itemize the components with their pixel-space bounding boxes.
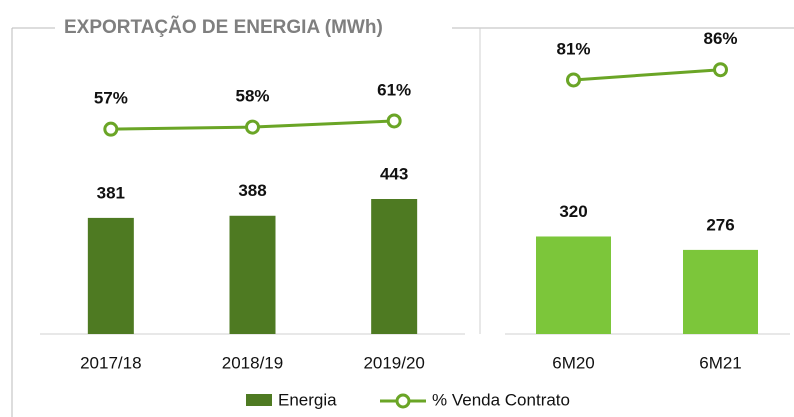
bar-label: 388	[238, 181, 266, 200]
line-marker	[386, 113, 402, 129]
legend-label: % Venda Contrato	[432, 390, 570, 409]
x-tick-label: 6M20	[552, 353, 595, 372]
line-marker	[713, 62, 728, 78]
line-label: 58%	[235, 87, 269, 106]
bar-label: 320	[559, 202, 587, 221]
legend-swatch	[395, 393, 411, 409]
x-tick-label: 2019/20	[363, 353, 424, 372]
x-tick-label: 2017/18	[80, 353, 141, 372]
x-tick-label: 6M21	[699, 353, 742, 372]
bar	[536, 236, 611, 334]
line-marker	[566, 72, 581, 88]
legend-label: Energia	[278, 390, 337, 409]
line-label: 57%	[94, 89, 128, 108]
bar-label: 381	[97, 183, 125, 202]
line-marker	[103, 121, 119, 137]
chart-title: EXPORTAÇÃO DE ENERGIA (MWh)	[64, 16, 383, 38]
bar	[229, 215, 276, 334]
line-marker	[245, 119, 260, 135]
bar	[683, 249, 758, 334]
line-label: 81%	[556, 39, 590, 58]
bar-label: 276	[706, 215, 734, 234]
x-tick-label: 2018/19	[222, 353, 283, 372]
bar	[371, 199, 418, 334]
line-label: 61%	[377, 80, 411, 99]
line-label: 86%	[703, 29, 737, 48]
legend-swatch	[246, 394, 272, 406]
bar	[87, 217, 134, 334]
bar-label: 443	[380, 164, 408, 183]
line	[573, 68, 721, 82]
